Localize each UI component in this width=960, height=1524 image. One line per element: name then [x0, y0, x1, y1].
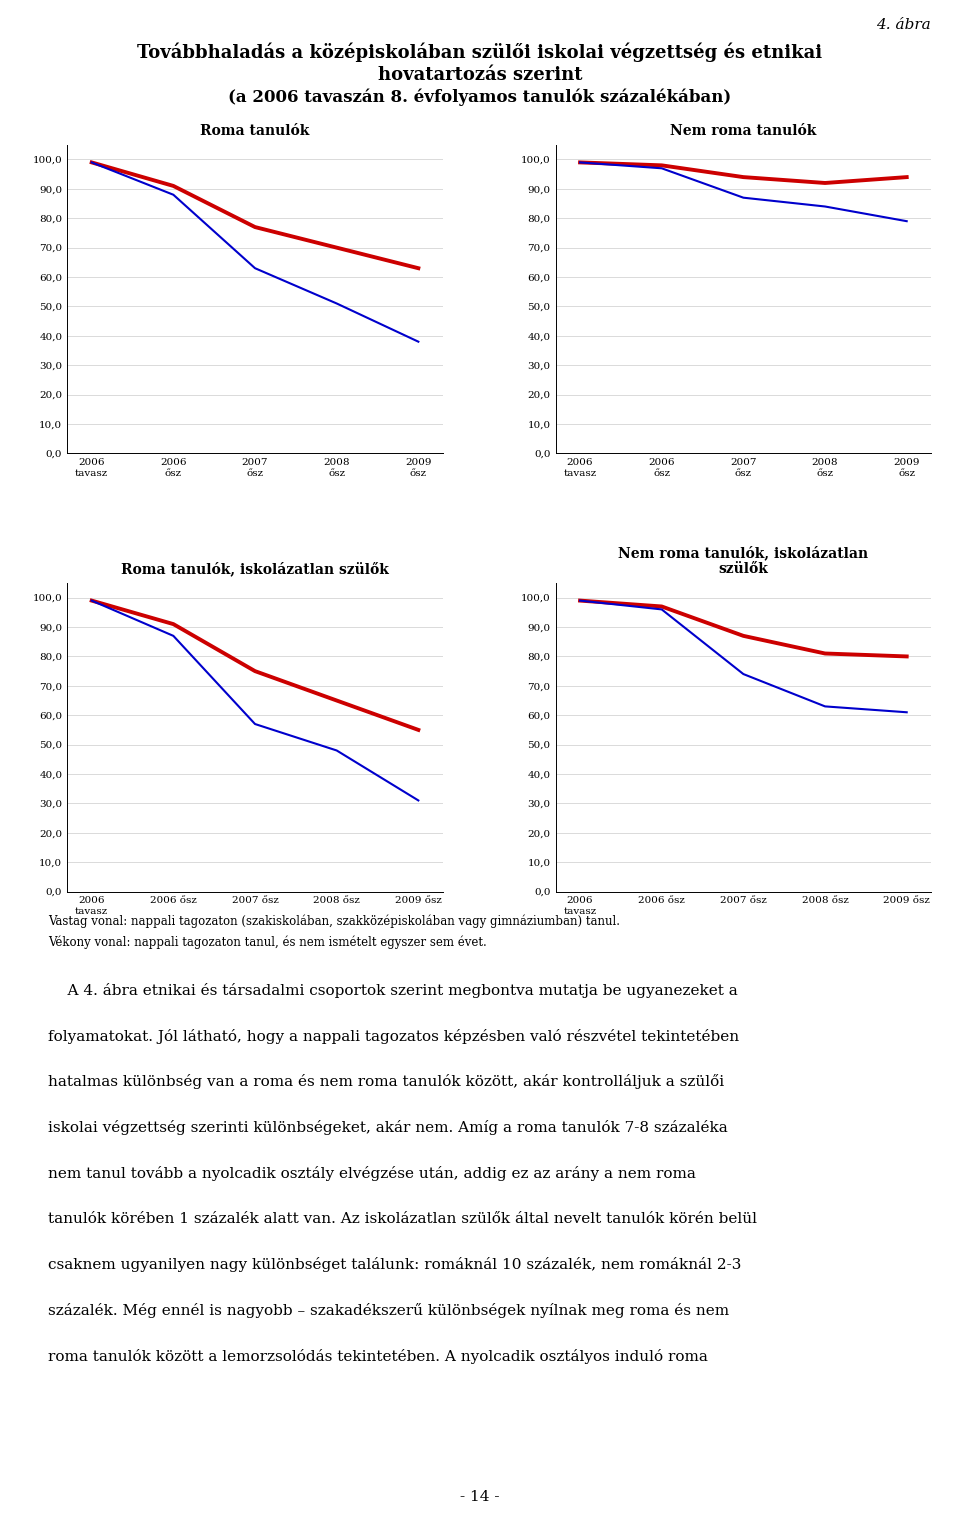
Text: iskolai végzettség szerinti különbségeket, akár nem. Amíg a roma tanulók 7-8 szá: iskolai végzettség szerinti különbségeke… — [48, 1120, 728, 1135]
Text: Vékony vonal: nappali tagozaton tanul, és nem ismételt egyszer sem évet.: Vékony vonal: nappali tagozaton tanul, é… — [48, 936, 487, 949]
Text: folyamatokat. Jól látható, hogy a nappali tagozatos képzésben való részvétel tek: folyamatokat. Jól látható, hogy a nappal… — [48, 1029, 739, 1044]
Text: Vastag vonal: nappali tagozaton (szakiskolában, szakközépiskolában vagy gimnáziu: Vastag vonal: nappali tagozaton (szakisk… — [48, 914, 620, 928]
Text: csaknem ugyanilyen nagy különbséget találunk: romáknál 10 százalék, nem romáknál: csaknem ugyanilyen nagy különbséget talá… — [48, 1257, 741, 1273]
Text: Továbbhaladás a középiskolában szülői iskolai végzettség és etnikai: Továbbhaladás a középiskolában szülői is… — [137, 43, 823, 62]
Text: nem tanul tovább a nyolcadik osztály elvégzése után, addig ez az arány a nem rom: nem tanul tovább a nyolcadik osztály elv… — [48, 1166, 696, 1181]
Text: (a 2006 tavaszán 8. évfolyamos tanulók százalékában): (a 2006 tavaszán 8. évfolyamos tanulók s… — [228, 88, 732, 105]
Title: Roma tanulók, iskolázatlan szülők: Roma tanulók, iskolázatlan szülők — [121, 561, 389, 576]
Text: tanulók körében 1 százalék alatt van. Az iskolázatlan szülők által nevelt tanuló: tanulók körében 1 százalék alatt van. Az… — [48, 1212, 757, 1225]
Text: 4. ábra: 4. ábra — [876, 18, 931, 32]
Text: roma tanulók között a lemorzsolódás tekintetében. A nyolcadik osztályos induló r: roma tanulók között a lemorzsolódás teki… — [48, 1349, 708, 1364]
Text: A 4. ábra etnikai és társadalmi csoportok szerint megbontva mutatja be ugyanezek: A 4. ábra etnikai és társadalmi csoporto… — [48, 983, 737, 998]
Text: hovatartozás szerint: hovatartozás szerint — [377, 66, 583, 84]
Title: Nem roma tanulók: Nem roma tanulók — [670, 123, 817, 139]
Text: százalék. Még ennél is nagyobb – szakadékszerű különbségek nyílnak meg roma és n: százalék. Még ennél is nagyobb – szakadé… — [48, 1303, 730, 1318]
Text: - 14 -: - 14 - — [460, 1490, 500, 1504]
Title: Roma tanulók: Roma tanulók — [201, 123, 310, 139]
Text: hatalmas különbség van a roma és nem roma tanulók között, akár kontrolláljuk a s: hatalmas különbség van a roma és nem rom… — [48, 1074, 724, 1090]
Title: Nem roma tanulók, iskolázatlan
szülők: Nem roma tanulók, iskolázatlan szülők — [618, 546, 869, 576]
